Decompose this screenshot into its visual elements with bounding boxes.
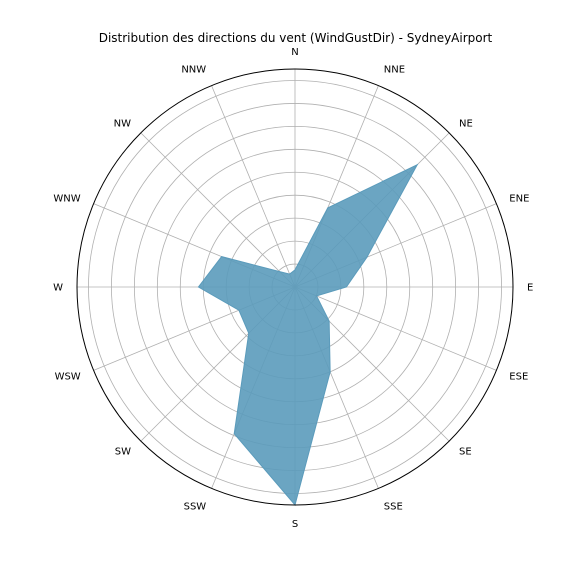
direction-label-sw: SW bbox=[115, 447, 131, 458]
direction-label-w: W bbox=[53, 283, 63, 294]
direction-label-nw: NW bbox=[114, 119, 131, 130]
direction-label-e: E bbox=[527, 283, 533, 294]
grid-spoke bbox=[211, 85, 296, 288]
direction-label-nne: NNE bbox=[384, 65, 405, 76]
direction-labels: N NNE NE ENE E ESE SE SSE S SSW SW WSW W WNW NW NNW bbox=[53, 47, 533, 530]
direction-label-ene: ENE bbox=[509, 194, 529, 205]
direction-label-s: S bbox=[292, 519, 298, 530]
direction-label-wnw: WNW bbox=[53, 194, 80, 205]
data-area bbox=[197, 163, 419, 507]
chart-title: Distribution des directions du vent (Win… bbox=[98, 31, 493, 45]
grid-spoke bbox=[140, 132, 296, 288]
direction-label-n: N bbox=[291, 47, 298, 58]
direction-label-ne: NE bbox=[459, 119, 473, 130]
direction-label-nnw: NNW bbox=[181, 65, 206, 76]
direction-label-wsw: WSW bbox=[55, 371, 81, 382]
direction-label-ssw: SSW bbox=[184, 501, 207, 512]
direction-label-ese: ESE bbox=[509, 371, 528, 382]
grid-spoke bbox=[294, 286, 497, 371]
direction-label-sse: SSE bbox=[384, 501, 403, 512]
polar-frame bbox=[76, 68, 514, 506]
direction-label-se: SE bbox=[459, 447, 472, 458]
